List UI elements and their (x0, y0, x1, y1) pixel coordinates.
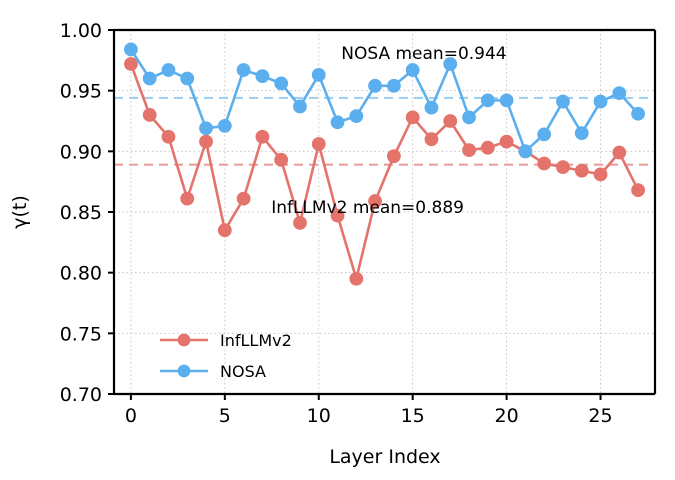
data-point[interactable] (180, 191, 195, 206)
data-point[interactable] (631, 183, 645, 198)
mean-reference-lines (114, 96, 655, 166)
data-point[interactable] (593, 167, 608, 182)
data-point[interactable] (161, 129, 176, 144)
axis-ticks: 0 5 10 15 20 25 0.70 0.75 0.80 0.85 0.90 0.95 1.00 (60, 20, 613, 427)
data-point[interactable] (368, 194, 383, 208)
x-tick-label: 5 (219, 405, 231, 427)
data-point[interactable] (180, 71, 195, 86)
data-point[interactable] (311, 137, 326, 151)
x-axis-title: Layer Index (329, 446, 440, 468)
y-axis-title: γ(t) (9, 195, 31, 229)
data-point[interactable] (537, 127, 552, 142)
infllmv2-mean-annotation: InfLLMv2 mean=0.889 (271, 198, 464, 218)
y-tick-label: 0.70 (60, 384, 102, 406)
data-point[interactable] (236, 63, 251, 77)
data-point[interactable] (330, 208, 345, 223)
data-point[interactable] (462, 110, 476, 125)
data-point[interactable] (236, 191, 251, 206)
data-point[interactable] (330, 115, 345, 130)
data-point[interactable] (612, 145, 627, 160)
data-point[interactable] (574, 126, 589, 141)
data-point[interactable] (462, 143, 476, 158)
data-point[interactable] (424, 100, 439, 115)
data-point[interactable] (142, 71, 157, 86)
data-point[interactable] (142, 108, 157, 122)
y-tick-label: 0.95 (60, 81, 102, 103)
data-point[interactable] (293, 216, 307, 230)
data-point[interactable] (311, 67, 326, 82)
data-point[interactable] (349, 109, 364, 124)
chart-annotations: NOSA mean=0.944 InfLLMv2 mean=0.889 (271, 44, 506, 218)
data-point[interactable] (593, 94, 608, 109)
data-point[interactable] (499, 134, 514, 149)
legend-marker-icon (177, 364, 191, 378)
data-point[interactable] (386, 78, 401, 93)
data-point[interactable] (499, 93, 514, 108)
data-point[interactable] (217, 223, 232, 238)
data-point[interactable] (386, 149, 401, 164)
legend-item-infllmv2[interactable]: InfLLMv2 (160, 331, 292, 350)
data-point[interactable] (631, 106, 645, 121)
data-point[interactable] (255, 69, 270, 84)
data-point[interactable] (443, 114, 458, 128)
data-point[interactable] (424, 132, 439, 147)
grid-lines (114, 30, 655, 394)
data-point[interactable] (124, 42, 138, 57)
data-point[interactable] (443, 57, 458, 71)
y-tick-label: 0.80 (60, 263, 102, 285)
data-point[interactable] (199, 121, 213, 136)
data-point[interactable] (556, 160, 570, 175)
data-point[interactable] (556, 94, 570, 109)
data-point[interactable] (612, 86, 627, 100)
y-tick-label: 0.90 (60, 141, 102, 163)
x-tick-label: 0 (125, 405, 137, 427)
legend-label: InfLLMv2 (220, 331, 292, 350)
x-tick-label: 20 (495, 405, 519, 427)
data-point[interactable] (349, 271, 364, 286)
legend-item-nosa[interactable]: NOSA (160, 362, 266, 381)
y-tick-label: 0.85 (60, 202, 102, 224)
legend-marker-icon (177, 333, 191, 347)
data-point[interactable] (199, 134, 213, 149)
data-point[interactable] (537, 156, 552, 171)
data-point[interactable] (274, 76, 289, 91)
data-point[interactable] (480, 93, 495, 108)
y-tick-label: 1.00 (60, 20, 102, 42)
data-point[interactable] (368, 78, 383, 93)
x-tick-label: 10 (307, 405, 331, 427)
series-line-nosa (129, 48, 640, 153)
data-point[interactable] (574, 163, 589, 178)
data-point[interactable] (405, 63, 420, 77)
nosa-mean-annotation: NOSA mean=0.944 (341, 44, 506, 64)
legend-label: NOSA (220, 362, 266, 381)
data-point[interactable] (293, 99, 307, 114)
y-tick-label: 0.75 (60, 323, 102, 345)
data-point[interactable] (161, 63, 176, 77)
data-point[interactable] (405, 110, 420, 125)
data-point[interactable] (480, 140, 495, 155)
data-point[interactable] (217, 118, 232, 133)
data-point[interactable] (274, 152, 289, 167)
data-point[interactable] (255, 129, 270, 144)
chart-legend[interactable]: InfLLMv2 NOSA (160, 331, 292, 381)
data-point[interactable] (518, 144, 533, 159)
x-tick-label: 15 (401, 405, 425, 427)
data-point[interactable] (124, 57, 138, 71)
x-tick-label: 25 (588, 405, 612, 427)
data-series-layer (124, 42, 645, 286)
series-line-infllmv2 (129, 62, 640, 281)
